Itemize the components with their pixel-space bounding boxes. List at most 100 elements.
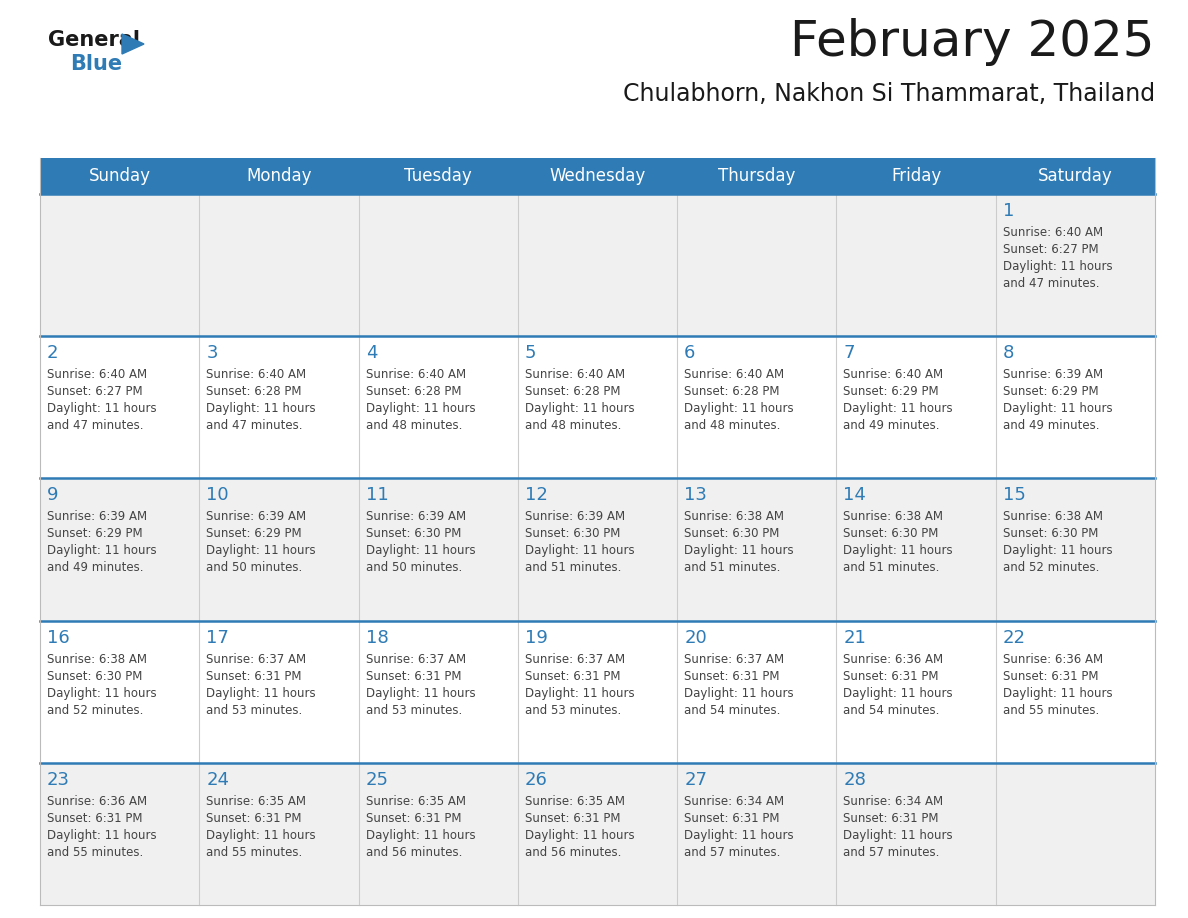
Text: Daylight: 11 hours: Daylight: 11 hours <box>207 402 316 415</box>
Text: Daylight: 11 hours: Daylight: 11 hours <box>1003 544 1112 557</box>
Text: Sunrise: 6:36 AM: Sunrise: 6:36 AM <box>1003 653 1102 666</box>
Polygon shape <box>122 34 144 54</box>
Text: Sunrise: 6:37 AM: Sunrise: 6:37 AM <box>525 653 625 666</box>
Text: Sunset: 6:31 PM: Sunset: 6:31 PM <box>684 669 779 683</box>
Text: Sunrise: 6:35 AM: Sunrise: 6:35 AM <box>366 795 466 808</box>
Text: 7: 7 <box>843 344 855 363</box>
Text: Sunset: 6:31 PM: Sunset: 6:31 PM <box>684 812 779 824</box>
Text: Daylight: 11 hours: Daylight: 11 hours <box>843 544 953 557</box>
Text: 23: 23 <box>48 771 70 789</box>
Text: 4: 4 <box>366 344 377 363</box>
Text: Sunrise: 6:40 AM: Sunrise: 6:40 AM <box>48 368 147 381</box>
Text: Sunset: 6:31 PM: Sunset: 6:31 PM <box>843 669 939 683</box>
Text: 3: 3 <box>207 344 217 363</box>
Text: and 52 minutes.: and 52 minutes. <box>1003 562 1099 575</box>
Text: and 50 minutes.: and 50 minutes. <box>207 562 303 575</box>
Text: Sunset: 6:31 PM: Sunset: 6:31 PM <box>525 669 620 683</box>
Text: 18: 18 <box>366 629 388 646</box>
Text: Sunset: 6:31 PM: Sunset: 6:31 PM <box>525 812 620 824</box>
Text: Sunrise: 6:35 AM: Sunrise: 6:35 AM <box>525 795 625 808</box>
Text: Daylight: 11 hours: Daylight: 11 hours <box>207 687 316 700</box>
Text: Sunset: 6:27 PM: Sunset: 6:27 PM <box>48 386 143 398</box>
Text: 2: 2 <box>48 344 58 363</box>
Text: Sunset: 6:28 PM: Sunset: 6:28 PM <box>207 386 302 398</box>
Text: Sunset: 6:30 PM: Sunset: 6:30 PM <box>366 528 461 541</box>
Text: and 55 minutes.: and 55 minutes. <box>207 845 303 859</box>
Text: Thursday: Thursday <box>718 167 796 185</box>
Bar <box>40 158 1155 194</box>
Bar <box>40 478 1155 621</box>
Text: Sunrise: 6:39 AM: Sunrise: 6:39 AM <box>1003 368 1102 381</box>
Text: 5: 5 <box>525 344 536 363</box>
Text: and 57 minutes.: and 57 minutes. <box>684 845 781 859</box>
Text: and 49 minutes.: and 49 minutes. <box>1003 420 1099 432</box>
Text: Sunset: 6:28 PM: Sunset: 6:28 PM <box>366 386 461 398</box>
Text: Daylight: 11 hours: Daylight: 11 hours <box>684 544 794 557</box>
Text: and 54 minutes.: and 54 minutes. <box>684 703 781 717</box>
Bar <box>40 763 1155 905</box>
Text: Sunset: 6:30 PM: Sunset: 6:30 PM <box>1003 528 1098 541</box>
Text: 9: 9 <box>48 487 58 504</box>
Text: 28: 28 <box>843 771 866 789</box>
Text: Sunset: 6:30 PM: Sunset: 6:30 PM <box>525 528 620 541</box>
Text: Daylight: 11 hours: Daylight: 11 hours <box>207 829 316 842</box>
Text: Sunset: 6:28 PM: Sunset: 6:28 PM <box>684 386 779 398</box>
Text: and 47 minutes.: and 47 minutes. <box>48 420 144 432</box>
Text: and 56 minutes.: and 56 minutes. <box>366 845 462 859</box>
Bar <box>40 621 1155 763</box>
Text: and 48 minutes.: and 48 minutes. <box>525 420 621 432</box>
Text: Daylight: 11 hours: Daylight: 11 hours <box>684 687 794 700</box>
Text: Daylight: 11 hours: Daylight: 11 hours <box>366 829 475 842</box>
Text: and 51 minutes.: and 51 minutes. <box>684 562 781 575</box>
Text: Sunset: 6:28 PM: Sunset: 6:28 PM <box>525 386 620 398</box>
Text: Daylight: 11 hours: Daylight: 11 hours <box>48 402 157 415</box>
Text: 6: 6 <box>684 344 695 363</box>
Text: Sunrise: 6:37 AM: Sunrise: 6:37 AM <box>366 653 466 666</box>
Text: Sunset: 6:30 PM: Sunset: 6:30 PM <box>48 669 143 683</box>
Text: Sunset: 6:31 PM: Sunset: 6:31 PM <box>366 812 461 824</box>
Text: 14: 14 <box>843 487 866 504</box>
Text: Sunrise: 6:39 AM: Sunrise: 6:39 AM <box>366 510 466 523</box>
Text: Sunrise: 6:40 AM: Sunrise: 6:40 AM <box>1003 226 1102 239</box>
Text: and 48 minutes.: and 48 minutes. <box>366 420 462 432</box>
Text: Daylight: 11 hours: Daylight: 11 hours <box>525 544 634 557</box>
Text: Monday: Monday <box>246 167 311 185</box>
Text: and 55 minutes.: and 55 minutes. <box>48 845 144 859</box>
Text: Daylight: 11 hours: Daylight: 11 hours <box>684 829 794 842</box>
Text: 20: 20 <box>684 629 707 646</box>
Text: Daylight: 11 hours: Daylight: 11 hours <box>843 402 953 415</box>
Text: Sunrise: 6:34 AM: Sunrise: 6:34 AM <box>684 795 784 808</box>
Text: Daylight: 11 hours: Daylight: 11 hours <box>366 544 475 557</box>
Text: 21: 21 <box>843 629 866 646</box>
Text: Sunset: 6:31 PM: Sunset: 6:31 PM <box>366 669 461 683</box>
Text: Sunset: 6:29 PM: Sunset: 6:29 PM <box>1003 386 1099 398</box>
Text: and 57 minutes.: and 57 minutes. <box>843 845 940 859</box>
Text: Daylight: 11 hours: Daylight: 11 hours <box>366 687 475 700</box>
Text: and 55 minutes.: and 55 minutes. <box>1003 703 1099 717</box>
Text: Sunrise: 6:38 AM: Sunrise: 6:38 AM <box>843 510 943 523</box>
Text: Daylight: 11 hours: Daylight: 11 hours <box>684 402 794 415</box>
Text: Sunrise: 6:39 AM: Sunrise: 6:39 AM <box>48 510 147 523</box>
Text: 19: 19 <box>525 629 548 646</box>
Text: Sunrise: 6:34 AM: Sunrise: 6:34 AM <box>843 795 943 808</box>
Text: and 47 minutes.: and 47 minutes. <box>1003 277 1099 290</box>
Text: 26: 26 <box>525 771 548 789</box>
Text: Daylight: 11 hours: Daylight: 11 hours <box>207 544 316 557</box>
Text: 8: 8 <box>1003 344 1015 363</box>
Text: Sunset: 6:30 PM: Sunset: 6:30 PM <box>684 528 779 541</box>
Text: Chulabhorn, Nakhon Si Thammarat, Thailand: Chulabhorn, Nakhon Si Thammarat, Thailan… <box>623 82 1155 106</box>
Text: Sunrise: 6:36 AM: Sunrise: 6:36 AM <box>48 795 147 808</box>
Text: Sunset: 6:31 PM: Sunset: 6:31 PM <box>207 669 302 683</box>
Text: Daylight: 11 hours: Daylight: 11 hours <box>48 829 157 842</box>
Text: 25: 25 <box>366 771 388 789</box>
Text: and 49 minutes.: and 49 minutes. <box>48 562 144 575</box>
Text: and 56 minutes.: and 56 minutes. <box>525 845 621 859</box>
Text: General: General <box>48 30 140 50</box>
Text: Sunrise: 6:37 AM: Sunrise: 6:37 AM <box>207 653 307 666</box>
Text: Sunset: 6:29 PM: Sunset: 6:29 PM <box>843 386 939 398</box>
Text: Sunrise: 6:40 AM: Sunrise: 6:40 AM <box>843 368 943 381</box>
Text: Sunrise: 6:40 AM: Sunrise: 6:40 AM <box>366 368 466 381</box>
Text: and 51 minutes.: and 51 minutes. <box>843 562 940 575</box>
Bar <box>40 336 1155 478</box>
Text: Daylight: 11 hours: Daylight: 11 hours <box>525 687 634 700</box>
